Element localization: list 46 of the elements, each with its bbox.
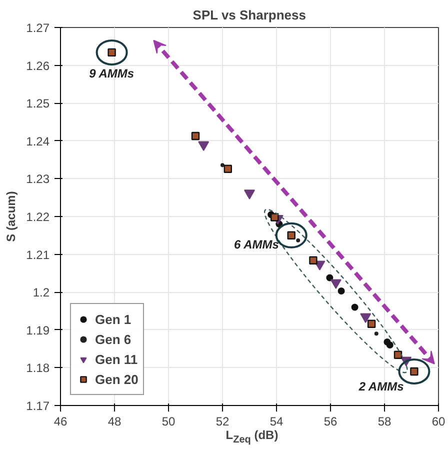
x-tick-label: 58 [378, 414, 392, 428]
point [367, 320, 376, 328]
point [394, 350, 402, 359]
y-tick-label: 1.27 [26, 21, 50, 35]
point [338, 287, 345, 294]
y-tick-label: 1.23 [26, 172, 50, 186]
x-axis-title: L$_{Zeq}$ (dB) [226, 428, 278, 448]
point [386, 342, 394, 349]
point [198, 141, 210, 151]
legend-label: Gen 11 [95, 351, 138, 367]
legend-label: Gen 20 [95, 371, 138, 387]
y-tick-label: 1.26 [26, 58, 50, 73]
x-tick-label: 52 [216, 414, 230, 428]
x-tick-label: 56 [324, 414, 338, 428]
point [374, 332, 378, 336]
point [309, 256, 318, 264]
y-tick-label: 1.17 [26, 399, 50, 413]
y-tick-label: 1.21 [26, 248, 50, 262]
point [351, 304, 358, 311]
point [244, 190, 255, 200]
y-axis-title: S (acum) [4, 191, 18, 242]
annotation: 9 AMMs [89, 66, 134, 80]
point [360, 313, 372, 323]
point [326, 274, 334, 282]
y-tick-label: 1.25 [26, 96, 50, 111]
x-tick-label: 50 [162, 414, 176, 428]
x-tick-label: 46 [54, 414, 68, 428]
point [270, 213, 279, 222]
legend-label: Gen 6 [95, 331, 132, 347]
x-tick-label: 60 [432, 414, 446, 428]
point [296, 238, 300, 242]
y-tick-label: 1.2 [32, 286, 50, 300]
point [191, 132, 200, 140]
annotation: 6 AMMs [234, 237, 280, 252]
annotation: 2 AMMs [358, 379, 404, 394]
point [224, 164, 232, 173]
y-tick-label: 1.18 [26, 361, 50, 376]
y-tick-label: 1.19 [26, 323, 50, 338]
x-tick-label: 48 [108, 414, 122, 428]
legend-label: Gen 1 [95, 311, 132, 327]
chart-title: SPL vs Sharpness [192, 8, 306, 22]
y-tick-label: 1.24 [26, 134, 50, 148]
point [220, 163, 224, 168]
y-tick-label: 1.22 [26, 210, 50, 224]
x-tick-label: 54 [270, 414, 284, 428]
point [330, 279, 342, 289]
